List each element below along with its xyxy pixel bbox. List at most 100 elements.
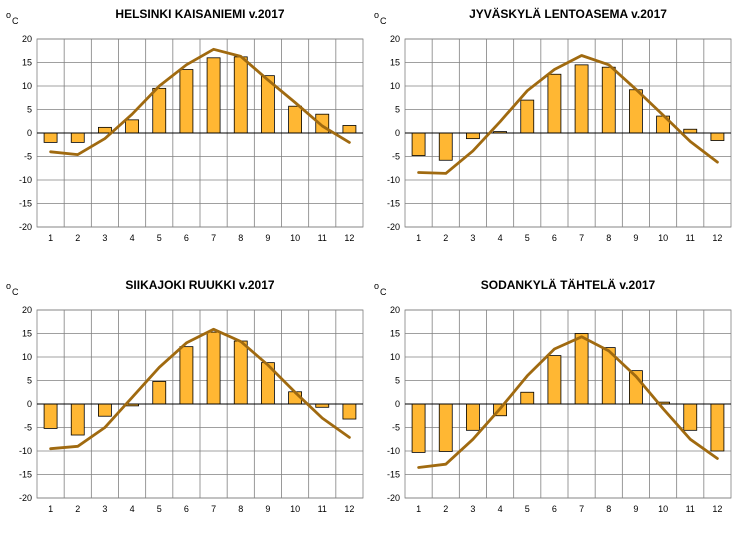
bar-month-8 — [233, 340, 248, 405]
unit-degree-label: o — [374, 281, 379, 291]
unit-letter-label: C — [380, 16, 387, 26]
chart-title: HELSINKI KAISANIEMI v.2017 — [115, 7, 284, 21]
bar-month-2 — [438, 132, 453, 161]
x-tick-label: 10 — [290, 233, 300, 243]
bar-month-2 — [70, 403, 85, 436]
bar-month-11 — [683, 128, 698, 134]
x-tick-label: 9 — [633, 504, 638, 514]
x-tick-label: 8 — [238, 233, 243, 243]
x-tick-label: 8 — [238, 504, 243, 514]
y-tick-label: 20 — [390, 305, 400, 315]
unit-degree-label: o — [6, 10, 11, 20]
bar-month-8 — [233, 56, 248, 134]
x-tick-label: 1 — [416, 504, 421, 514]
chart-svg-jyvaskyla: JYVÄSKYLÄ LENTOASEMA v.2017oC20151050-5-… — [374, 6, 732, 243]
x-tick-label: 6 — [552, 233, 557, 243]
bar-month-7 — [574, 333, 589, 405]
x-tick-label: 8 — [606, 504, 611, 514]
x-tick-label: 3 — [102, 233, 107, 243]
unit-degree-label: o — [374, 10, 379, 20]
chart-panel-siikajoki: SIIKAJOKI RUUKKI v.2017 o C 20 15 10 5 0 -5 -10 -1… — [0, 271, 375, 535]
x-tick-label: 4 — [498, 504, 503, 514]
x-tick-label: 2 — [75, 233, 80, 243]
x-tick-label: 2 — [443, 504, 448, 514]
y-tick-label: -10 — [387, 446, 400, 456]
y-tick-label: 20 — [390, 34, 400, 44]
x-tick-label: 6 — [184, 504, 189, 514]
x-tick-label: 4 — [498, 233, 503, 243]
x-tick-label: 7 — [579, 504, 584, 514]
x-tick-label: 5 — [525, 233, 530, 243]
x-tick-label: 10 — [658, 504, 668, 514]
y-tick-label: -20 — [19, 222, 32, 232]
x-tick-label: 1 — [416, 233, 421, 243]
bar-month-5 — [152, 87, 167, 134]
x-tick-label: 6 — [184, 233, 189, 243]
bar-month-2 — [70, 132, 85, 143]
bar-month-2 — [438, 403, 453, 452]
bar-month-10 — [288, 105, 302, 134]
y-tick-label: 0 — [27, 399, 32, 409]
bar-month-3 — [466, 403, 480, 431]
chart-panel-helsinki: HELSINKI KAISANIEMI v.2017 o C 20 15 10 5 0 -5 -1… — [0, 0, 375, 264]
x-tick-label: 5 — [525, 504, 530, 514]
y-tick-label: -10 — [387, 175, 400, 185]
bar-month-3 — [466, 132, 480, 140]
y-tick-label: -5 — [24, 152, 32, 162]
bar-month-6 — [547, 73, 562, 134]
y-tick-label: 15 — [22, 329, 32, 339]
bar-month-4 — [125, 119, 139, 134]
x-tick-label: 9 — [633, 233, 638, 243]
bar-month-6 — [179, 69, 194, 134]
x-tick-label: 1 — [48, 233, 53, 243]
x-tick-label: 4 — [130, 504, 135, 514]
y-tick-label: 0 — [395, 128, 400, 138]
chart-title: SIIKAJOKI RUUKKI v.2017 — [125, 278, 274, 292]
y-tick-label: -5 — [24, 423, 32, 433]
unit-letter-label: C — [380, 287, 387, 297]
bar-month-1 — [43, 403, 58, 429]
bar-month-12 — [710, 403, 725, 452]
reference-line — [417, 335, 719, 469]
y-tick-label: 0 — [27, 128, 32, 138]
y-tick-label: -15 — [19, 470, 32, 480]
y-tick-label: 0 — [395, 399, 400, 409]
bar-month-8 — [601, 66, 616, 134]
y-tick-label: -20 — [387, 493, 400, 503]
x-tick-label: 4 — [130, 233, 135, 243]
bar-month-7 — [206, 57, 221, 134]
x-tick-label: 1 — [48, 504, 53, 514]
x-tick-label: 12 — [712, 504, 722, 514]
chart-panel-sodankyla: SODANKYLÄ TÄHTELÄ v.2017 o C 20 15 10 5 0 -5 -10-… — [368, 271, 743, 535]
x-tick-label: 6 — [552, 504, 557, 514]
y-tick-label: 20 — [22, 34, 32, 44]
bar-month-3 — [98, 126, 112, 134]
chart-svg-helsinki: HELSINKI KAISANIEMI v.2017oC20151050-5-1… — [6, 7, 364, 243]
unit-letter-label: C — [12, 16, 19, 26]
x-tick-label: 5 — [157, 504, 162, 514]
y-tick-label: -15 — [19, 199, 32, 209]
x-tick-label: 3 — [470, 233, 475, 243]
x-tick-label: 8 — [606, 233, 611, 243]
bar-month-1 — [411, 132, 426, 156]
bar-month-5 — [520, 391, 535, 405]
bar-month-1 — [411, 403, 426, 453]
y-tick-label: -20 — [387, 222, 400, 232]
bar-month-7 — [574, 64, 589, 134]
chart-svg-sodankyla: SODANKYLÄ TÄHTELÄ v.2017oC20151050-5-10-… — [374, 277, 732, 514]
y-tick-label: 5 — [395, 376, 400, 386]
y-tick-label: 15 — [390, 58, 400, 68]
y-tick-label: -5 — [392, 152, 400, 162]
bar-month-7 — [206, 331, 221, 405]
y-tick-label: -20 — [19, 493, 32, 503]
y-tick-label: 10 — [22, 352, 32, 362]
x-tick-label: 2 — [443, 233, 448, 243]
x-tick-label: 11 — [686, 504, 695, 514]
y-tick-label: -15 — [387, 470, 400, 480]
bar-month-12 — [342, 403, 357, 420]
x-tick-label: 7 — [579, 233, 584, 243]
bar-month-11 — [683, 403, 698, 431]
y-tick-label: -15 — [387, 199, 400, 209]
x-tick-label: 12 — [344, 233, 354, 243]
x-tick-label: 9 — [265, 504, 270, 514]
